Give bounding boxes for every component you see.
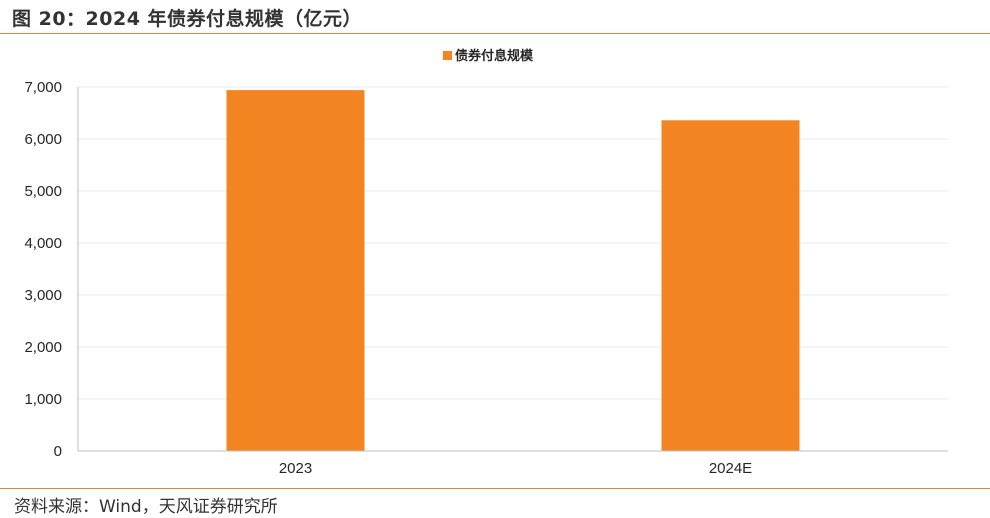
chart-legend: 债券付息规模	[443, 48, 534, 64]
bars	[226, 90, 800, 451]
figure-title: 图 20：2024 年债券付息规模（亿元）	[12, 8, 363, 30]
y-tick-label: 7,000	[24, 79, 62, 96]
y-axis: 0 1,000 2,000 3,000 4,000 5,000 6,000 7,000	[24, 79, 79, 460]
title-divider	[0, 33, 990, 34]
gridlines	[78, 86, 948, 400]
y-tick-label: 2,000	[24, 339, 62, 356]
bar-2023	[226, 90, 365, 451]
y-tick-label: 4,000	[24, 235, 62, 252]
bar-chart: 债券付息规模 0 1,000 2,000 3,000 4,000 5,000 6,000 7,…	[24, 48, 948, 477]
x-tick-label: 2024E	[709, 460, 752, 477]
y-tick-label: 3,000	[24, 287, 62, 304]
x-axis: 2023 2024E	[78, 450, 948, 477]
x-tick-label: 2023	[279, 460, 312, 477]
y-tick-label: 1,000	[24, 391, 62, 408]
y-tick-label: 6,000	[24, 131, 62, 148]
legend-label: 债券付息规模	[455, 48, 534, 64]
legend-swatch	[443, 51, 452, 60]
bar-2024E	[661, 120, 800, 451]
source-note: 资料来源：Wind，天风证券研究所	[14, 497, 278, 517]
y-tick-label: 5,000	[24, 183, 62, 200]
footer-divider	[0, 488, 990, 489]
y-tick-label: 0	[54, 443, 62, 460]
